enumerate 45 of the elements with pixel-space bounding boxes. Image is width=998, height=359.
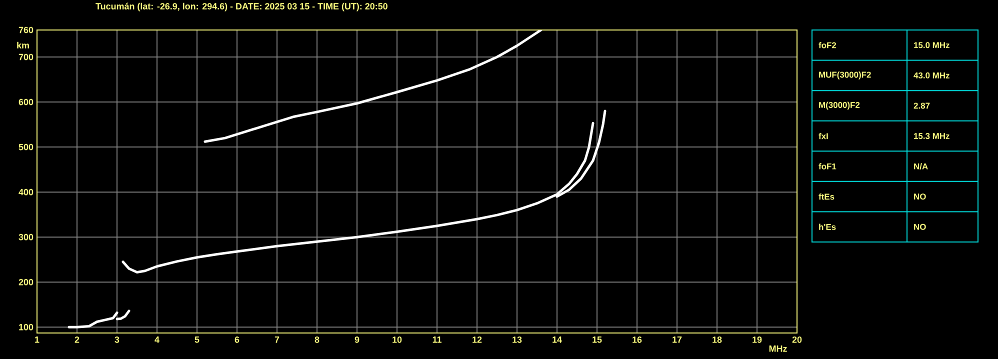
y-tick-label: 300 bbox=[18, 234, 34, 240]
x-tick-label: 8 bbox=[314, 336, 320, 343]
x-tick-label: 3 bbox=[114, 336, 120, 343]
x-tick-label: 6 bbox=[234, 336, 240, 343]
x-tick-label: 9 bbox=[354, 336, 360, 343]
x-tick-label: 11 bbox=[432, 336, 442, 343]
category-label: MUF(3000)F2 bbox=[819, 71, 871, 80]
text: 15.0 MHz bbox=[914, 42, 950, 48]
text: 2.87 bbox=[914, 102, 930, 109]
text: 15.3 MHz bbox=[914, 133, 950, 140]
x-tick-label: 4 bbox=[154, 336, 160, 343]
y-tick-label: 100 bbox=[19, 324, 34, 330]
y-tick-label: 600 bbox=[18, 98, 34, 106]
category-label: fxI bbox=[818, 132, 828, 140]
x-tick-label: 19 bbox=[752, 336, 762, 343]
y-tick-label: 200 bbox=[18, 278, 34, 286]
category-label: h'Es bbox=[819, 224, 836, 230]
x-tick-label: 14 bbox=[552, 336, 562, 343]
text: 43.0 MHz bbox=[914, 72, 950, 78]
category-label: ftEs bbox=[818, 193, 834, 200]
y-tick-label: 760 bbox=[18, 26, 34, 34]
x-tick-label: 12 bbox=[472, 336, 482, 343]
y-tick-label: 700 bbox=[18, 54, 34, 60]
x-tick-label: 7 bbox=[274, 336, 280, 343]
category-label: M(3000)F2 bbox=[819, 102, 860, 110]
x-tick-label: 18 bbox=[712, 336, 722, 343]
x-tick-label: 10 bbox=[392, 336, 402, 343]
text: NO bbox=[914, 224, 926, 230]
y-axis-title: km bbox=[17, 42, 29, 48]
text: NO bbox=[914, 194, 926, 200]
x-tick-label: 13 bbox=[512, 336, 522, 343]
y-tick-label: 500 bbox=[18, 144, 34, 150]
category-label: foF2 bbox=[818, 42, 836, 48]
x-tick-label: 5 bbox=[194, 336, 200, 343]
x-tick-label: 1 bbox=[35, 336, 40, 343]
category-label: foF1 bbox=[818, 163, 836, 170]
x-tick-label: 16 bbox=[632, 336, 642, 343]
x-tick-label: 20 bbox=[792, 336, 802, 343]
x-tick-label: 15 bbox=[592, 336, 602, 343]
x-axis-title: MHz bbox=[769, 346, 787, 352]
chart-title: Tucumán (lat: -26.9, lon: 294.6) - DATE: 2025 03 15 - TIME (UT): 20:50 bbox=[96, 2, 388, 12]
x-tick-label: 2 bbox=[74, 336, 80, 343]
y-tick-label: 400 bbox=[18, 188, 34, 196]
x-tick-label: 17 bbox=[672, 336, 682, 343]
text: N/A bbox=[914, 163, 928, 170]
